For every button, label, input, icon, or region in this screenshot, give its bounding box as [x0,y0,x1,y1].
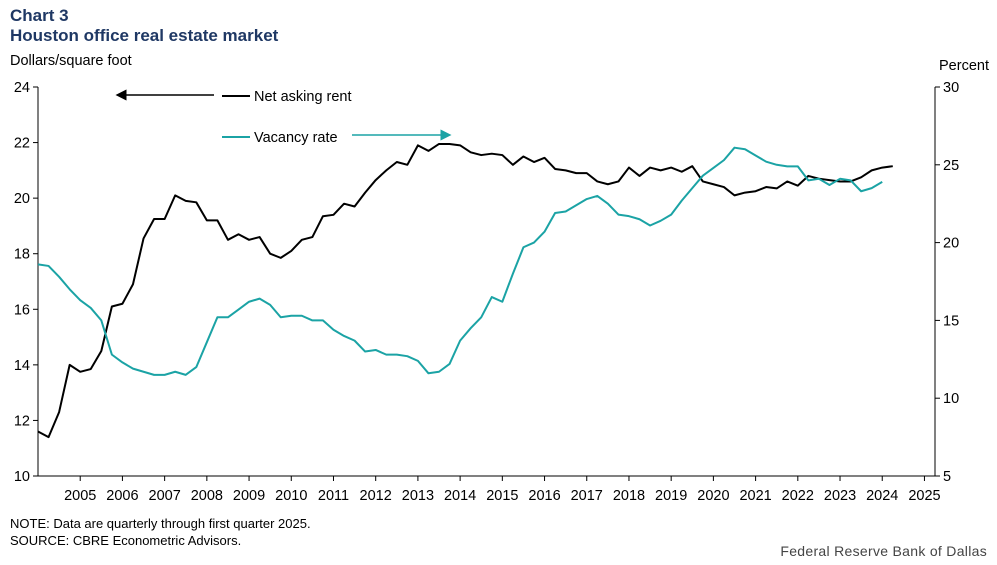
left-tick-label: 24 [14,80,30,96]
x-tick-label: 2006 [106,488,138,504]
publisher-credit: Federal Reserve Bank of Dallas [780,543,987,559]
left-tick-label: 14 [14,358,30,374]
x-tick-label: 2013 [402,488,434,504]
x-tick-label: 2014 [444,488,476,504]
right-tick-label: 20 [943,236,959,252]
left-tick-label: 22 [14,136,30,152]
x-tick-label: 2012 [360,488,392,504]
chart-title: Houston office real estate market [10,26,279,45]
x-tick-label: 2010 [275,488,307,504]
legend-rent-label: Net asking rent [254,89,352,105]
x-tick-label: 2020 [697,488,729,504]
x-tick-label: 2005 [64,488,96,504]
chart-number: Chart 3 [10,6,69,25]
x-tick-label: 2023 [824,488,856,504]
left-tick-label: 18 [14,247,30,263]
right-tick-label: 15 [943,313,959,329]
x-tick-label: 2015 [486,488,518,504]
x-tick-label: 2017 [571,488,603,504]
x-tick-label: 2021 [739,488,771,504]
left-axis-unit: Dollars/square foot [10,53,132,69]
x-tick-label: 2016 [528,488,560,504]
x-tick-label: 2009 [233,488,265,504]
x-tick-label: 2008 [191,488,223,504]
net-asking-rent-line [37,142,893,439]
vacancy-rate-line [37,146,883,376]
right-tick-label: 10 [943,391,959,407]
x-tick-label: 2011 [318,488,349,504]
right-tick-label: 30 [943,80,959,96]
x-tick-label: 2025 [908,488,940,504]
left-tick-label: 16 [14,302,30,318]
left-tick-label: 10 [14,469,30,485]
left-tick-label: 12 [14,413,30,429]
x-tick-label: 2019 [655,488,687,504]
x-tick-label: 2024 [866,488,898,504]
right-tick-label: 5 [943,469,951,485]
right-tick-label: 25 [943,158,959,174]
x-tick-label: 2018 [613,488,645,504]
chart-source: SOURCE: CBRE Econometric Advisors. [10,533,242,548]
right-axis-unit: Percent [939,58,989,74]
x-tick-label: 2022 [782,488,814,504]
legend-vacancy-label: Vacancy rate [254,130,338,146]
chart-note: NOTE: Data are quarterly through first q… [10,516,311,531]
x-tick-label: 2007 [149,488,181,504]
left-tick-label: 20 [14,191,30,207]
